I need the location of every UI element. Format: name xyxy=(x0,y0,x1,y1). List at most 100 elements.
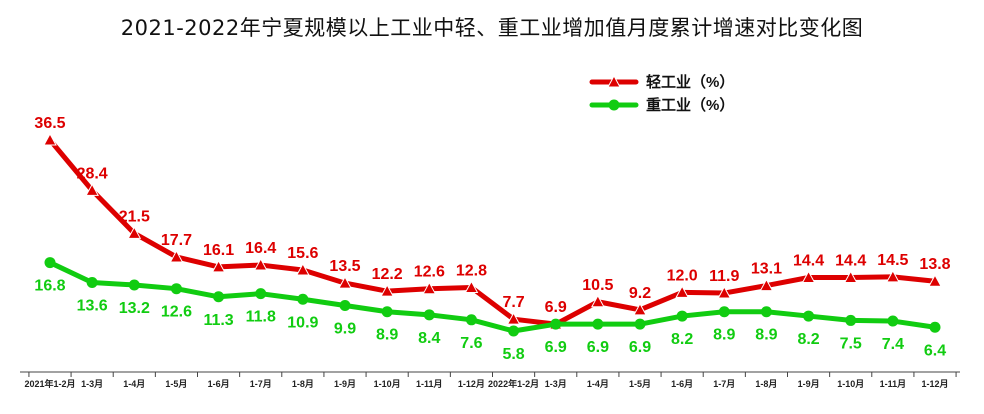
heavy-industry-label: 6.9 xyxy=(629,339,651,356)
light-industry-point xyxy=(886,269,900,283)
heavy-industry-point xyxy=(845,314,857,326)
light-industry-label: 12.2 xyxy=(372,266,403,283)
x-tick-label: 1-3月 xyxy=(545,379,567,389)
light-industry-label: 6.9 xyxy=(545,299,567,316)
light-industry-label: 28.4 xyxy=(77,165,108,182)
heavy-industry-point xyxy=(255,288,267,300)
x-axis: 2021年1-2月 1-3月 1-4月 1-5月 1-6月 1-7月 1-8月 1-9月 1-1… xyxy=(20,371,960,389)
x-tick-label: 1-8月 xyxy=(292,379,314,389)
heavy-industry-point xyxy=(634,318,646,330)
light-industry-point xyxy=(633,302,647,316)
heavy-industry-point xyxy=(128,279,140,291)
x-tick-label: 1-5月 xyxy=(165,379,187,389)
light-industry-label: 16.4 xyxy=(245,240,276,257)
heavy-industry-label: 8.9 xyxy=(376,327,398,344)
light-industry-point xyxy=(506,312,521,325)
heavy-industry-point xyxy=(929,321,941,333)
heavy-industry-label: 12.6 xyxy=(161,304,192,321)
heavy-industry-label: 6.9 xyxy=(587,339,609,356)
heavy-industry-point xyxy=(86,276,98,288)
heavy-industry-point xyxy=(676,310,688,322)
heavy-industry-point xyxy=(508,325,520,337)
light-industry-point xyxy=(675,285,689,298)
x-tick-label: 1-5月 xyxy=(629,379,651,389)
heavy-industry-label: 7.6 xyxy=(460,335,482,352)
light-industry-point xyxy=(169,249,184,263)
light-industry-label: 13.5 xyxy=(329,258,360,275)
heavy-industry-label: 8.2 xyxy=(797,331,819,348)
light-industry-point xyxy=(43,132,57,146)
heavy-industry-label: 11.3 xyxy=(203,312,233,329)
light-industry-label: 14.4 xyxy=(835,252,866,269)
light-industry-label: 14.5 xyxy=(877,252,908,269)
light-industry-point xyxy=(717,286,732,299)
x-tick-label: 1-9月 xyxy=(798,379,820,389)
heavy-industry-label: 8.2 xyxy=(671,331,693,348)
x-tick-label: 1-10月 xyxy=(374,379,401,389)
heavy-industry-point xyxy=(718,306,730,318)
heavy-industry-point xyxy=(213,291,225,303)
light-industry-point xyxy=(422,281,437,295)
light-industry-point xyxy=(591,294,605,308)
heavy-industry-label: 8.9 xyxy=(755,327,777,344)
light-industry-label: 9.2 xyxy=(629,285,651,302)
light-industry-point xyxy=(843,270,858,283)
x-tick-label: 1-10月 xyxy=(837,379,864,389)
x-tick-label: 1-11月 xyxy=(416,379,443,389)
x-tick-label: 1-8月 xyxy=(755,379,777,389)
x-tick-label: 2021年1-2月 xyxy=(24,378,75,389)
heavy-industry-point xyxy=(887,315,899,327)
light-industry-label: 7.7 xyxy=(502,294,524,311)
heavy-industry-label: 7.5 xyxy=(840,335,862,352)
heavy-industry-point xyxy=(465,314,477,326)
heavy-industry-point xyxy=(760,306,772,318)
heavy-industry-line xyxy=(47,260,938,334)
x-tick-label: 1-4月 xyxy=(123,379,145,389)
light-industry-point xyxy=(338,276,352,289)
light-industry-label: 12.6 xyxy=(414,264,445,281)
light-industry-label: 21.5 xyxy=(119,208,150,225)
heavy-industry-point xyxy=(339,299,351,311)
heavy-industry-point xyxy=(592,318,604,330)
light-industry-label: 12.8 xyxy=(456,262,487,279)
x-tick-label: 1-3月 xyxy=(81,379,103,389)
heavy-industry-point xyxy=(297,293,309,305)
heavy-industry-label: 8.9 xyxy=(713,327,735,344)
light-industry-label: 11.9 xyxy=(709,268,739,285)
heavy-industry-label: 7.4 xyxy=(882,336,904,353)
heavy-industry-label: 10.9 xyxy=(287,314,318,331)
heavy-industry-label: 9.9 xyxy=(334,320,356,337)
light-industry-point xyxy=(85,183,99,196)
light-industry-point xyxy=(211,259,226,273)
light-industry-point xyxy=(296,262,310,276)
legend-triangle-icon xyxy=(607,74,621,88)
heavy-industry-point xyxy=(803,310,815,322)
x-tick-label: 1-11月 xyxy=(880,379,907,389)
heavy-industry-point xyxy=(550,318,562,330)
light-industry-label: 14.4 xyxy=(793,252,824,269)
heavy-industry-label: 5.8 xyxy=(502,346,524,363)
light-industry-label: 15.6 xyxy=(287,245,318,262)
x-tick-label: 1-6月 xyxy=(671,379,693,389)
heavy-industry-label: 6.4 xyxy=(924,342,946,359)
heavy-industry-point xyxy=(423,309,435,321)
heavy-industry-point xyxy=(44,257,56,269)
light-industry-label: 36.5 xyxy=(34,115,65,132)
chart-title: 2021-2022年宁夏规模以上工业中轻、重工业增加值月度累计增速对比变化图 xyxy=(120,16,864,40)
data-labels: 36.5 28.4 21.5 17.7 16.1 16.4 15.6 13.5 12.2 12.6… xyxy=(34,115,950,363)
legend: 轻工业（%） 重工业（%） xyxy=(589,73,734,114)
light-industry-point xyxy=(801,270,816,283)
x-tick-label: 1-7月 xyxy=(250,379,272,389)
heavy-industry-label: 6.9 xyxy=(545,339,567,356)
light-industry-point xyxy=(759,278,774,292)
light-industry-label: 16.1 xyxy=(203,242,234,259)
x-tick-label: 1-4月 xyxy=(587,379,609,389)
light-industry-point xyxy=(928,274,942,287)
x-tick-label: 1-12月 xyxy=(458,379,485,389)
light-industry-label: 13.8 xyxy=(919,256,950,273)
x-tick-label: 1-9月 xyxy=(334,379,356,389)
heavy-industry-point xyxy=(170,283,182,295)
light-industry-line xyxy=(47,137,938,327)
heavy-industry-point xyxy=(381,306,393,318)
